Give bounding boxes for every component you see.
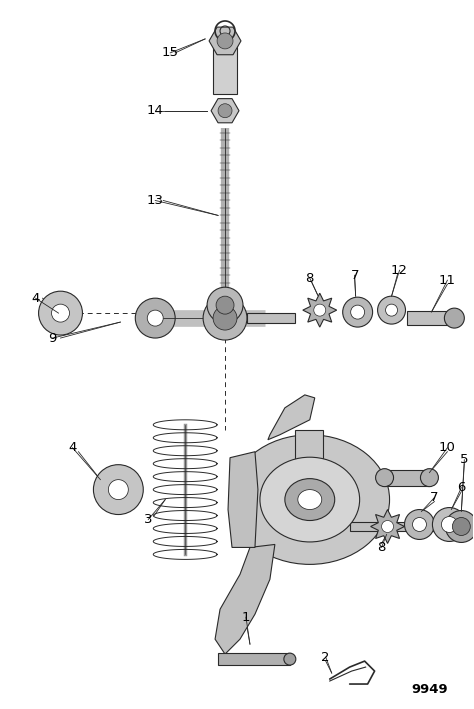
- Bar: [350, 522, 455, 532]
- Text: 4: 4: [68, 441, 77, 454]
- Text: 4: 4: [31, 291, 40, 305]
- Circle shape: [445, 308, 465, 328]
- Circle shape: [452, 518, 470, 535]
- Circle shape: [207, 287, 243, 323]
- Circle shape: [343, 297, 373, 327]
- Polygon shape: [211, 99, 239, 123]
- Polygon shape: [371, 510, 404, 543]
- Text: 8: 8: [306, 272, 314, 285]
- Text: 1: 1: [242, 610, 250, 624]
- Text: 9949: 9949: [411, 683, 448, 696]
- Circle shape: [420, 469, 438, 486]
- Circle shape: [38, 291, 82, 335]
- Text: 5: 5: [460, 453, 469, 467]
- Circle shape: [382, 520, 393, 532]
- Text: 12: 12: [391, 264, 408, 277]
- Polygon shape: [209, 27, 241, 55]
- Ellipse shape: [230, 435, 390, 564]
- Text: 15: 15: [162, 46, 179, 60]
- Circle shape: [375, 469, 393, 486]
- Bar: [295, 430, 323, 459]
- Circle shape: [385, 304, 398, 316]
- Text: 11: 11: [439, 274, 456, 286]
- Text: 8: 8: [377, 541, 386, 554]
- Text: 14: 14: [147, 104, 164, 117]
- Text: 3: 3: [144, 513, 153, 526]
- Circle shape: [314, 304, 326, 316]
- Circle shape: [404, 510, 434, 540]
- Bar: [218, 653, 290, 665]
- Circle shape: [216, 296, 234, 314]
- Bar: [247, 313, 295, 323]
- Text: 13: 13: [147, 194, 164, 207]
- Circle shape: [412, 518, 427, 532]
- Ellipse shape: [298, 490, 322, 510]
- Polygon shape: [228, 452, 258, 547]
- Bar: [213, 39, 237, 94]
- Circle shape: [378, 296, 405, 324]
- Circle shape: [109, 479, 128, 500]
- Text: 10: 10: [439, 441, 456, 454]
- Circle shape: [213, 306, 237, 330]
- Text: 7: 7: [350, 269, 359, 281]
- Polygon shape: [268, 395, 315, 440]
- Circle shape: [432, 508, 466, 542]
- Circle shape: [446, 510, 474, 542]
- Circle shape: [217, 33, 233, 49]
- Bar: [455, 520, 465, 532]
- Circle shape: [147, 310, 163, 326]
- Ellipse shape: [285, 479, 335, 520]
- Text: 9: 9: [48, 332, 57, 345]
- Ellipse shape: [260, 457, 360, 542]
- Circle shape: [351, 305, 365, 319]
- Circle shape: [284, 653, 296, 665]
- Circle shape: [203, 296, 247, 340]
- Polygon shape: [303, 294, 337, 327]
- Text: 6: 6: [457, 481, 465, 494]
- Circle shape: [441, 517, 457, 532]
- Circle shape: [52, 304, 70, 322]
- Circle shape: [135, 298, 175, 338]
- Bar: [455, 513, 461, 540]
- Text: 2: 2: [321, 651, 330, 664]
- Text: 7: 7: [430, 491, 438, 504]
- Bar: [408, 311, 455, 325]
- Circle shape: [218, 104, 232, 118]
- Polygon shape: [215, 545, 275, 654]
- Circle shape: [93, 464, 143, 515]
- Bar: [384, 469, 429, 486]
